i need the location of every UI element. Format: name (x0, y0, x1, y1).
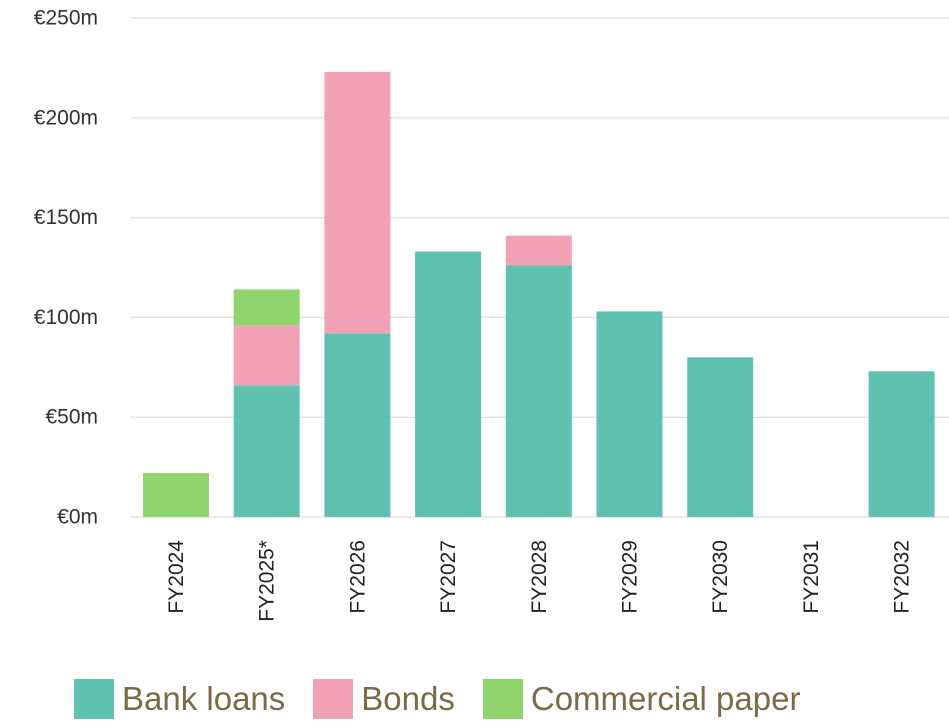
x-tick-label: FY2032 (891, 540, 914, 614)
bar-commercial-paper-fy2024 (143, 473, 209, 517)
x-tick-label: FY2027 (437, 540, 460, 614)
legend-item-commercial-paper: Commercial paper (482, 679, 801, 719)
legend-label-bonds: Bonds (361, 680, 455, 717)
legend-swatch-commercial-paper (482, 679, 523, 719)
bar-bank-loans-fy2029 (596, 311, 663, 517)
bar-bank-loans-fy2028 (505, 265, 572, 517)
bar-bank-loans-fy2027 (415, 251, 482, 518)
x-tick-label: FY2029 (619, 540, 642, 614)
legend-label-commercial-paper: Commercial paper (530, 680, 801, 717)
y-tick-label: €250m (34, 7, 98, 30)
bar-bank-loans-fy2032 (868, 371, 935, 517)
bars (143, 71, 935, 518)
y-tick-label: €50m (45, 406, 98, 429)
legend-label-bank-loans: Bank loans (122, 680, 286, 717)
legend-item-bonds: Bonds (313, 679, 455, 719)
legend-swatch-bank-loans (74, 679, 114, 719)
x-axis-ticks: FY2024 FY2025* FY2026 FY2027 FY2028 FY2029 FY2… (165, 540, 914, 622)
x-tick-label: FY2025* (256, 540, 279, 622)
bar-bonds-fy2028 (505, 235, 572, 266)
bar-bank-loans-fy2030 (687, 357, 754, 517)
legend-item-bank-loans: Bank loans (74, 679, 285, 719)
legend-swatch-bonds (313, 679, 354, 719)
bar-bank-loans-fy2025 (233, 385, 300, 517)
y-axis-ticks: €0m €50m €100m €150m €200m €250m (34, 7, 98, 529)
legend: Bank loans Bonds Commercial paper (74, 676, 828, 722)
y-tick-label: €200m (34, 106, 98, 129)
y-tick-label: €0m (57, 506, 98, 529)
bar-bonds-fy2026 (324, 71, 391, 334)
bar-commercial-paper-fy2025 (233, 289, 300, 326)
x-tick-label: FY2024 (165, 540, 188, 614)
x-tick-label: FY2030 (709, 540, 732, 614)
bar-bank-loans-fy2026 (324, 333, 391, 517)
stacked-bar-chart: €0m €50m €100m €150m €200m €250m FY2024 FY2025… (34, 7, 949, 622)
y-tick-label: €150m (34, 206, 98, 229)
x-tick-label: FY2028 (528, 540, 551, 614)
bar-bonds-fy2025 (233, 325, 300, 386)
y-tick-label: €100m (34, 306, 98, 329)
x-tick-label: FY2031 (800, 540, 823, 614)
x-tick-label: FY2026 (346, 540, 369, 614)
